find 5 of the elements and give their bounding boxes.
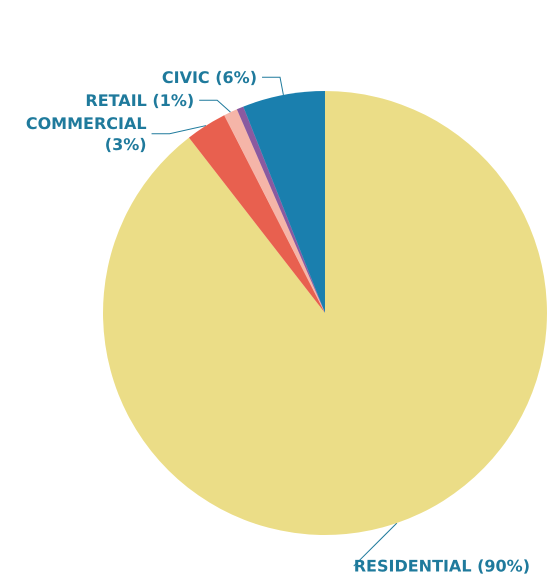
slice-label: RETAIL (1%) <box>85 90 194 110</box>
slice-label: CIVIC (6%) <box>162 68 258 87</box>
data-label: (3%) <box>104 134 147 154</box>
slice-label: COMMERCIAL <box>26 114 147 133</box>
slice-label: RESIDENTIAL (90%) <box>354 556 530 576</box>
